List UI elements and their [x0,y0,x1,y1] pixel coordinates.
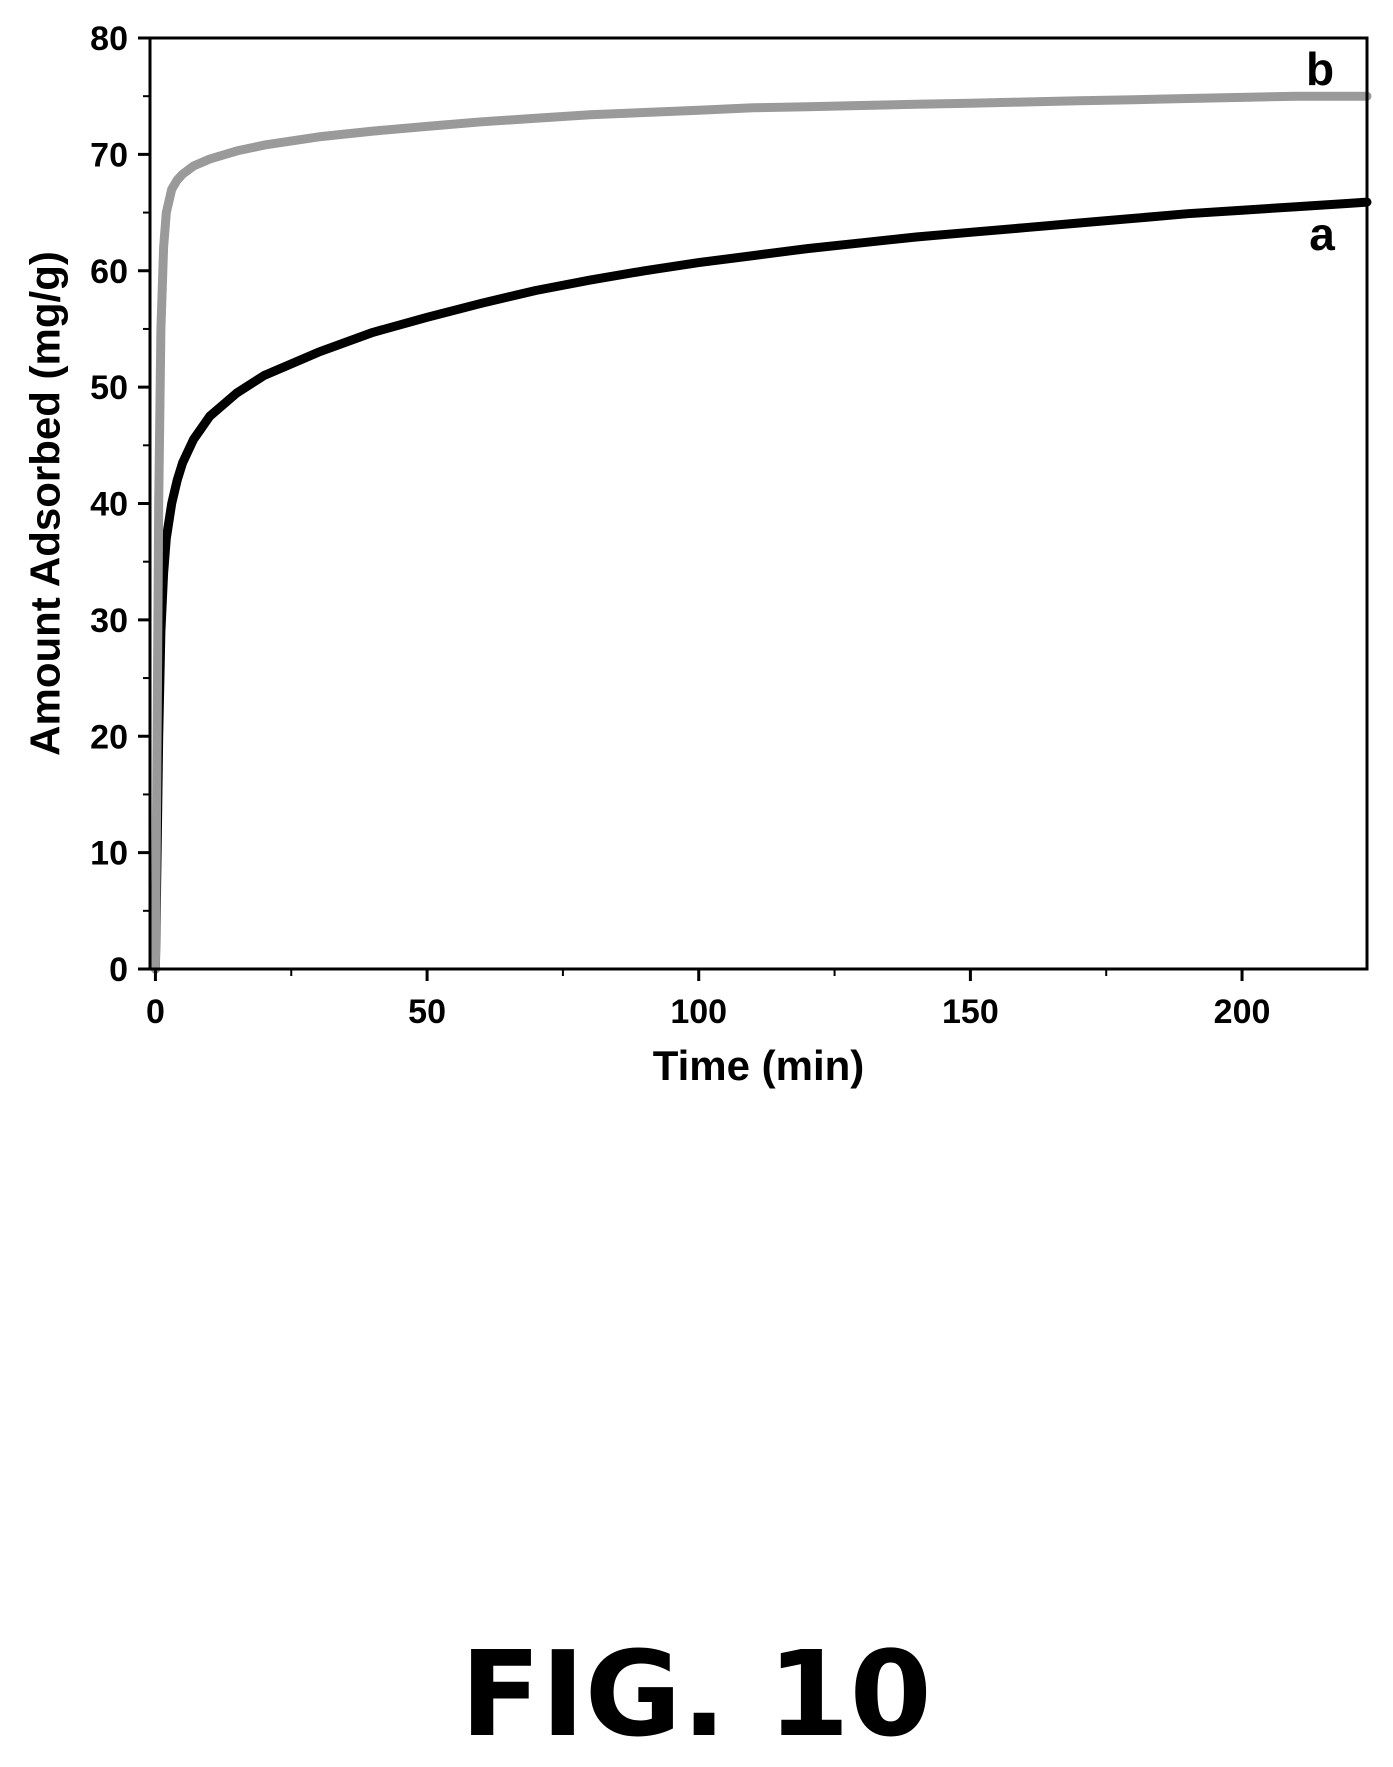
y-axis-title: Amount Adsorbed (mg/g) [22,251,69,756]
y-tick-label: 30 [90,602,128,640]
y-tick-label: 70 [90,136,128,174]
series-layer [150,91,1372,974]
y-tick-label: 0 [109,951,128,989]
y-tick-label: 60 [90,253,128,291]
series-line-b [150,91,1372,974]
ticks-layer: 0 10 20 30 40 50 60 70 80 0 50 100 150 200 [90,20,1270,1031]
y-tick-label: 10 [90,835,128,873]
x-tick-label: 150 [942,993,999,1031]
x-axis-title: Time (min) [653,1042,865,1089]
y-tick-label: 50 [90,369,128,407]
x-tick-label: 100 [670,993,727,1031]
x-tick-label: 0 [146,993,165,1031]
x-tick-label: 50 [408,993,446,1031]
x-tick-label: 200 [1214,993,1271,1031]
y-tick-label: 20 [90,718,128,756]
series-label-a: a [1309,208,1335,260]
y-tick-label: 40 [90,486,128,524]
y-tick-label: 80 [90,20,128,58]
series-line-a [150,197,1372,974]
figure-caption: FIG. 10 [460,1625,931,1763]
plot-frame [148,36,1369,971]
series-label-b: b [1306,43,1334,95]
